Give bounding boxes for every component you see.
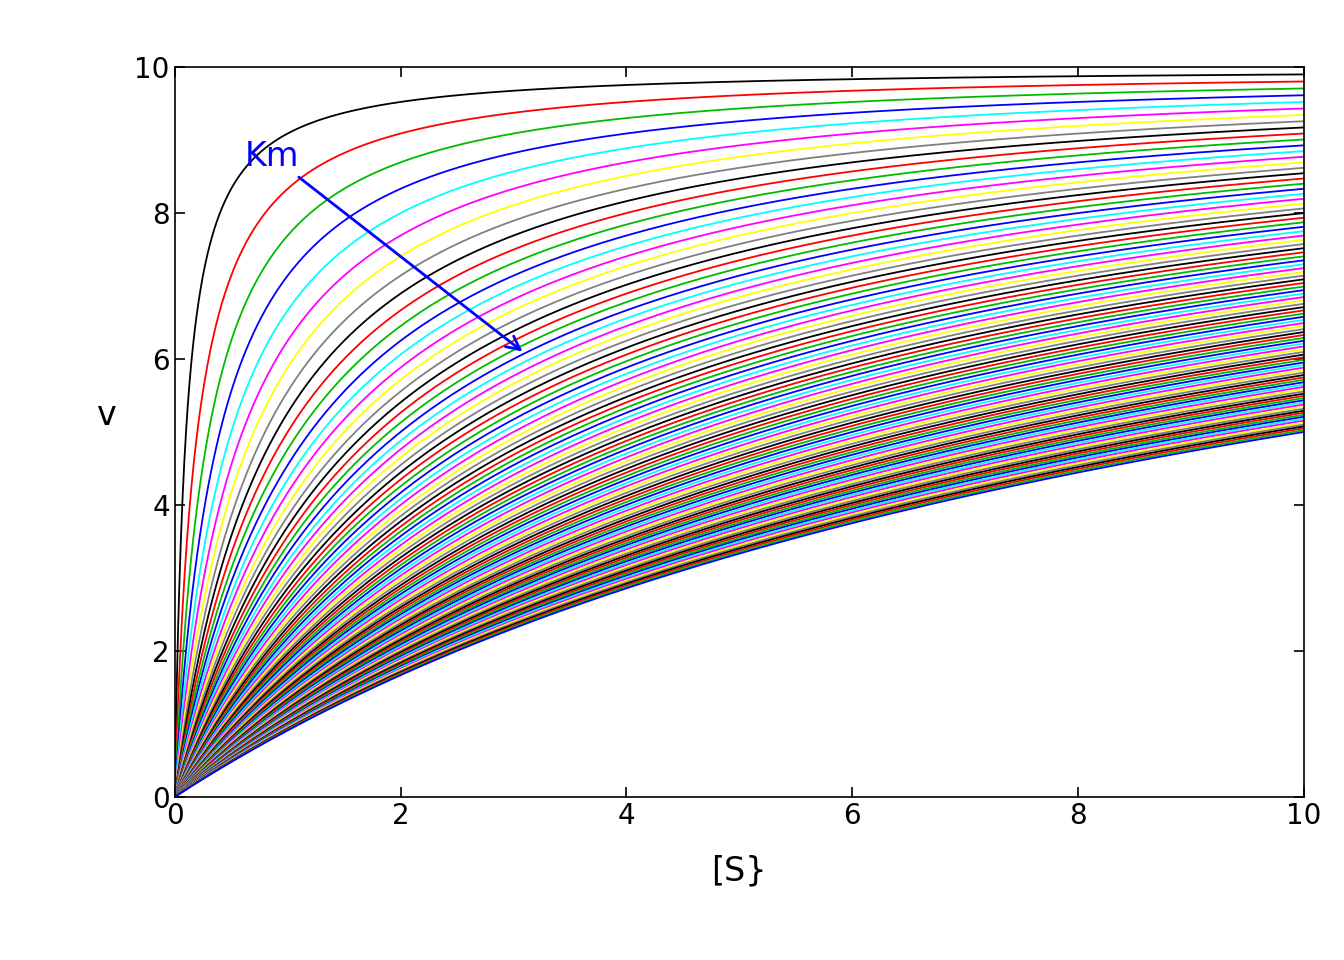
- X-axis label: [S}: [S}: [711, 854, 767, 888]
- Text: Km: Km: [245, 140, 520, 349]
- Y-axis label: v: v: [97, 399, 117, 432]
